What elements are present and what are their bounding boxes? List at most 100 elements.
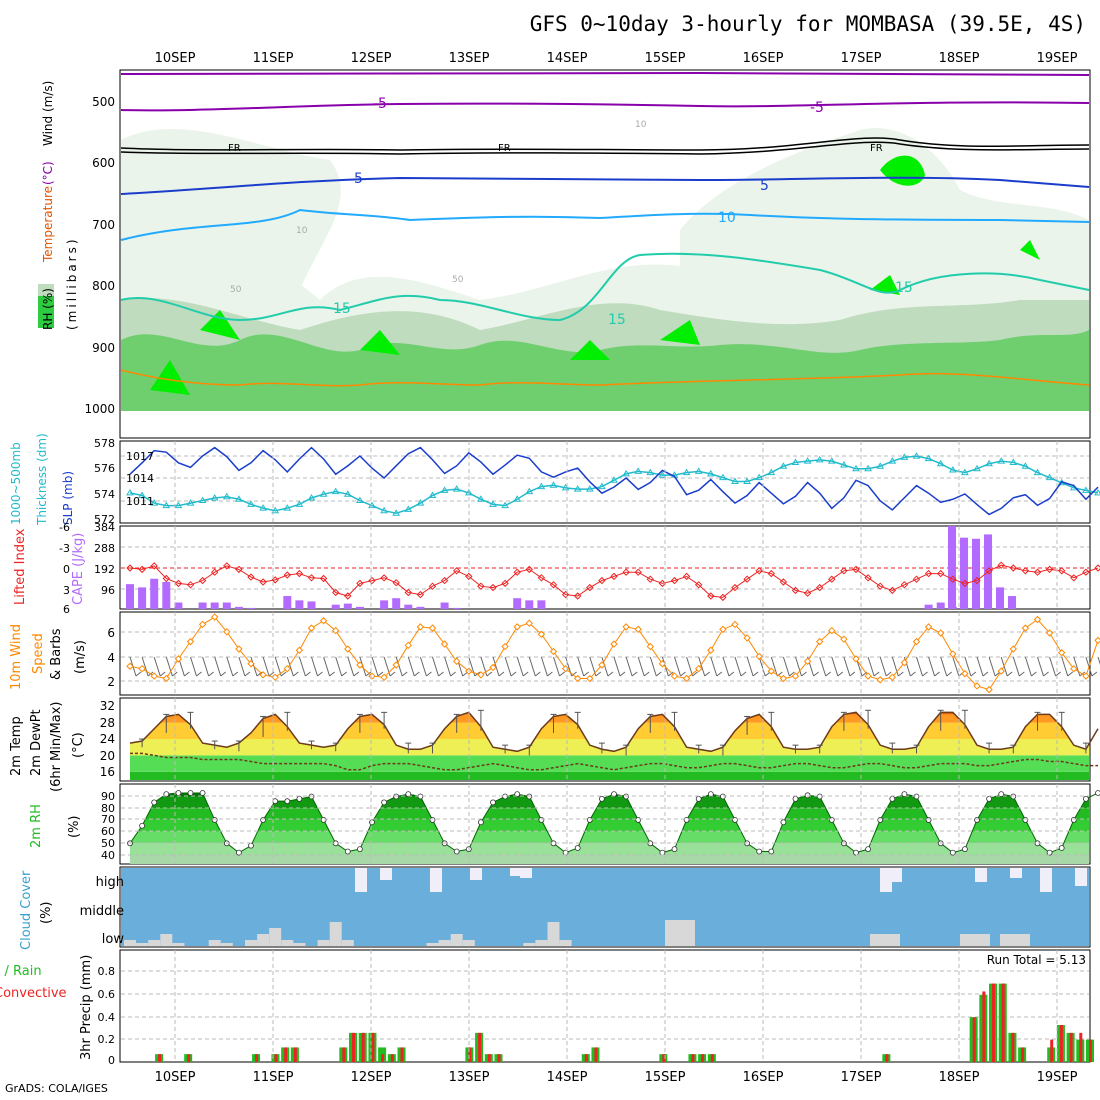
thickness-point bbox=[924, 454, 933, 462]
wind10-barb-flag bbox=[1067, 671, 1074, 677]
wind10-barb bbox=[347, 656, 355, 677]
wind10-speed-point bbox=[731, 620, 739, 629]
rh2m-point bbox=[344, 848, 351, 855]
cloud-label-a: Cloud Cover bbox=[19, 870, 34, 950]
lifted-index-point bbox=[573, 592, 582, 600]
wind10-speed-point bbox=[961, 669, 969, 678]
lifted-index-point bbox=[126, 564, 134, 572]
precip-convective-bar bbox=[293, 1047, 297, 1062]
rh2m-point bbox=[490, 799, 496, 806]
lifted-index-point bbox=[210, 568, 219, 576]
thickness-point bbox=[1082, 486, 1090, 493]
upper-label-fr-b: FR bbox=[498, 143, 511, 154]
thickness-point bbox=[827, 457, 836, 464]
wind10-barb-flag bbox=[208, 671, 214, 677]
cloud-low-bar bbox=[329, 922, 342, 946]
wind10-barb-flag bbox=[401, 671, 408, 677]
wind10-panel-frame bbox=[119, 611, 1091, 696]
wind10-speed-point bbox=[803, 657, 812, 666]
thickness-point bbox=[356, 496, 364, 504]
rh2m-grid bbox=[121, 795, 1089, 856]
wind10-barb-flag bbox=[389, 671, 396, 677]
wind10-speed-point bbox=[646, 642, 655, 651]
rh2m-point bbox=[356, 846, 363, 853]
rh2m-point bbox=[453, 848, 460, 855]
rh2m-point bbox=[284, 798, 291, 805]
wind10-barb bbox=[504, 656, 512, 677]
thickness-point bbox=[1021, 462, 1030, 469]
wind10-barb-flag bbox=[305, 671, 311, 677]
wind10-speed-point bbox=[549, 647, 558, 656]
wind10-barb-flag bbox=[873, 671, 880, 677]
wind10-barb bbox=[722, 656, 730, 677]
wind10-barb bbox=[637, 656, 645, 677]
thickness-point bbox=[295, 500, 304, 507]
cape-bar bbox=[924, 604, 933, 609]
thickness-point bbox=[840, 461, 848, 468]
wind10-speed-point bbox=[1009, 645, 1018, 653]
thickness-point bbox=[876, 462, 885, 469]
cape-bar bbox=[525, 600, 534, 609]
lifted-index-point bbox=[840, 567, 848, 575]
wind10-barb-flag bbox=[668, 671, 674, 677]
wind10-barb-flag bbox=[1091, 671, 1098, 677]
temp2m-label-d: (°C) bbox=[71, 732, 86, 758]
cloud-low-bar bbox=[257, 934, 270, 946]
wind10-ytick-6: 6 bbox=[107, 626, 115, 640]
upper-panel-frame bbox=[119, 69, 1091, 439]
cloud-low-bar bbox=[172, 943, 185, 946]
rh2m-ytick-80: 80 bbox=[101, 802, 115, 815]
thickness-point bbox=[440, 486, 449, 493]
cloud-ytick-middle: middle bbox=[80, 904, 124, 919]
rh2m-point bbox=[671, 846, 678, 853]
temp2m-ytick-24: 24 bbox=[100, 732, 115, 746]
thickness-point bbox=[598, 482, 606, 490]
wind10-barb-flag bbox=[970, 671, 977, 677]
wind10-barb-flag bbox=[704, 671, 711, 677]
wind10-barb bbox=[891, 656, 899, 677]
thickness-point bbox=[501, 501, 509, 509]
wind10-barb-flag bbox=[534, 671, 541, 677]
rh2m-point bbox=[235, 849, 242, 856]
thickness-point bbox=[973, 464, 981, 472]
wind10-speed-point bbox=[501, 642, 509, 651]
lifted-index-point bbox=[452, 567, 461, 575]
wind10-label-a: 10m Wind bbox=[9, 624, 24, 690]
cloud-high-bar bbox=[355, 868, 367, 892]
lifted-index-point bbox=[428, 582, 437, 590]
lifted-index-point bbox=[416, 590, 425, 599]
rh2m-point bbox=[1046, 849, 1053, 856]
cloud-low-bar bbox=[559, 940, 572, 946]
lifted-index-point bbox=[707, 592, 715, 600]
lifted-index-point bbox=[537, 574, 546, 582]
cape-ytick-left-6: 6 bbox=[63, 603, 70, 616]
cape-bar bbox=[126, 584, 134, 609]
lifted-index-point bbox=[1045, 565, 1054, 574]
cloud-low-bar bbox=[1000, 934, 1030, 946]
lifted-index-point bbox=[319, 574, 328, 583]
wind10-barb bbox=[1012, 656, 1020, 677]
wind10-barb-flag bbox=[934, 671, 940, 677]
wind10-speed-point bbox=[573, 674, 582, 683]
precip-run-total: Run Total = 5.13 bbox=[987, 953, 1086, 967]
thickness-point bbox=[247, 500, 255, 507]
wind10-barb bbox=[710, 656, 718, 677]
cloud-low-bars bbox=[124, 920, 1030, 946]
cape-bar bbox=[295, 600, 304, 609]
thickness-point bbox=[888, 457, 897, 464]
rh2m-point bbox=[599, 795, 605, 802]
wind10-barb bbox=[976, 656, 984, 677]
date-top-1: 11SEP bbox=[253, 51, 294, 66]
wind10-barb-flag bbox=[946, 671, 953, 677]
precip-convective-bar bbox=[1059, 1025, 1063, 1062]
temp2m-label-b: 2m DewPt bbox=[29, 709, 44, 776]
wind10-barb-flag bbox=[413, 671, 420, 677]
cape-ytick-right-288: 288 bbox=[94, 542, 115, 555]
lifted-index-point bbox=[344, 592, 352, 600]
wind10-speed-point bbox=[162, 674, 171, 683]
wind10-speed-point bbox=[223, 628, 231, 636]
rh2m-point bbox=[949, 849, 956, 856]
cloud-low-bar bbox=[160, 934, 173, 946]
thickness-point bbox=[585, 485, 594, 492]
precip-convective-bar bbox=[972, 1017, 976, 1062]
